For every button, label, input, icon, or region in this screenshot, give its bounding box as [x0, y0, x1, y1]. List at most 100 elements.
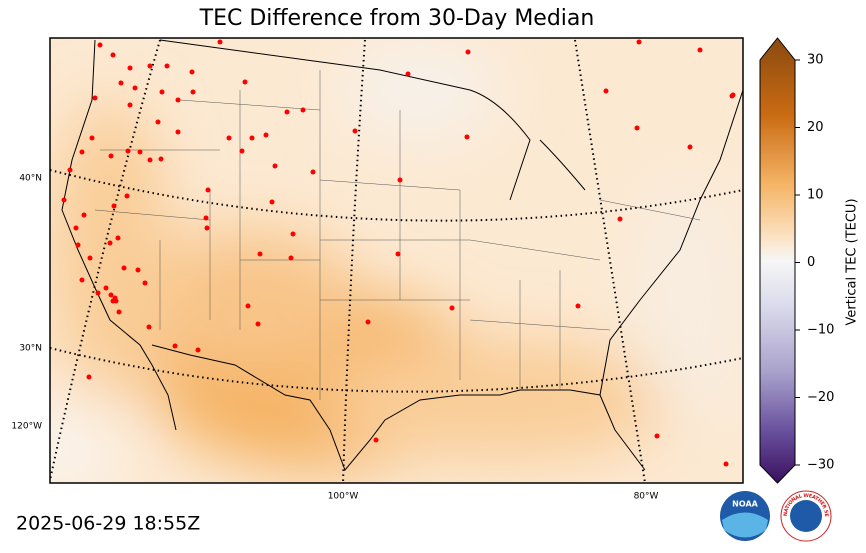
station — [288, 255, 294, 261]
station — [397, 177, 403, 183]
station — [217, 39, 223, 45]
station — [284, 109, 290, 115]
station — [242, 79, 248, 85]
station — [449, 305, 455, 311]
station — [108, 292, 114, 298]
map — [50, 38, 743, 483]
station — [155, 119, 161, 125]
station — [636, 39, 642, 45]
colorbar-bar — [759, 37, 796, 484]
station — [108, 153, 114, 159]
lat-label: 40°N — [19, 174, 42, 184]
station — [300, 107, 306, 113]
station — [205, 187, 211, 193]
station — [146, 324, 152, 330]
station — [75, 242, 81, 248]
colorbar-tick-label: −30 — [807, 458, 834, 473]
lon-label: 100°W — [328, 492, 359, 502]
station — [125, 148, 131, 154]
station — [61, 197, 67, 203]
station — [142, 280, 148, 286]
station — [81, 212, 87, 218]
station — [110, 52, 116, 58]
colorbar: 30 20 10 0 −10 −20 −30 — [759, 37, 834, 484]
station — [226, 135, 232, 141]
station — [172, 343, 178, 349]
station — [158, 156, 164, 162]
station — [405, 71, 411, 77]
station — [203, 215, 209, 221]
station — [723, 461, 729, 467]
station — [118, 80, 124, 86]
station — [127, 65, 133, 71]
station — [365, 319, 371, 325]
colorbar-label: Vertical TEC (TECU) — [845, 198, 860, 325]
station — [113, 298, 119, 304]
station — [239, 148, 245, 154]
colorbar-tick-label: 10 — [807, 188, 824, 203]
station — [116, 309, 122, 315]
station — [575, 303, 581, 309]
station — [249, 135, 255, 141]
station — [79, 149, 85, 155]
title: TEC Difference from 30-Day Median — [199, 6, 595, 31]
station — [67, 167, 73, 173]
station — [127, 102, 133, 108]
station — [464, 134, 470, 140]
station — [729, 93, 735, 99]
station — [190, 89, 196, 95]
station — [132, 85, 138, 91]
station — [189, 69, 195, 75]
lat-label: 30°N — [19, 344, 42, 354]
colorbar-tick-label: 30 — [807, 53, 824, 68]
station — [373, 437, 379, 443]
station — [135, 267, 141, 273]
station — [269, 199, 275, 205]
station — [87, 255, 93, 261]
station — [245, 303, 251, 309]
station — [257, 251, 263, 257]
station — [204, 225, 210, 231]
station — [121, 265, 127, 271]
station — [159, 89, 165, 95]
map-frame — [49, 37, 744, 484]
colorbar-tick-label: −10 — [807, 323, 834, 338]
station — [97, 42, 103, 48]
lon-label: 120°W — [11, 422, 42, 432]
station — [137, 149, 143, 155]
colorbar-tick-label: 20 — [807, 120, 824, 135]
station — [73, 225, 79, 231]
noaa-text: NOAA — [732, 500, 758, 509]
station — [164, 63, 170, 69]
station — [86, 374, 92, 380]
station — [124, 193, 130, 199]
station — [617, 216, 623, 222]
station — [310, 169, 316, 175]
noaa-logo: NOAA — [720, 491, 770, 541]
station — [290, 231, 296, 237]
colorbar-tick-label: 0 — [807, 255, 815, 270]
stations — [61, 39, 736, 467]
station — [175, 97, 181, 103]
station — [107, 240, 113, 246]
station — [89, 135, 95, 141]
station — [272, 163, 278, 169]
station — [634, 125, 640, 131]
station — [697, 47, 703, 53]
station — [352, 128, 358, 134]
station — [147, 157, 153, 163]
station — [115, 235, 121, 241]
station — [687, 144, 693, 150]
station — [79, 277, 85, 283]
station — [465, 49, 471, 55]
station — [147, 63, 153, 69]
station — [95, 290, 101, 296]
station — [395, 251, 401, 257]
timestamp: 2025-06-29 18:55Z — [16, 513, 200, 535]
station — [195, 347, 201, 353]
station — [263, 132, 269, 138]
station — [255, 321, 261, 327]
station — [654, 433, 660, 439]
station — [103, 285, 109, 291]
